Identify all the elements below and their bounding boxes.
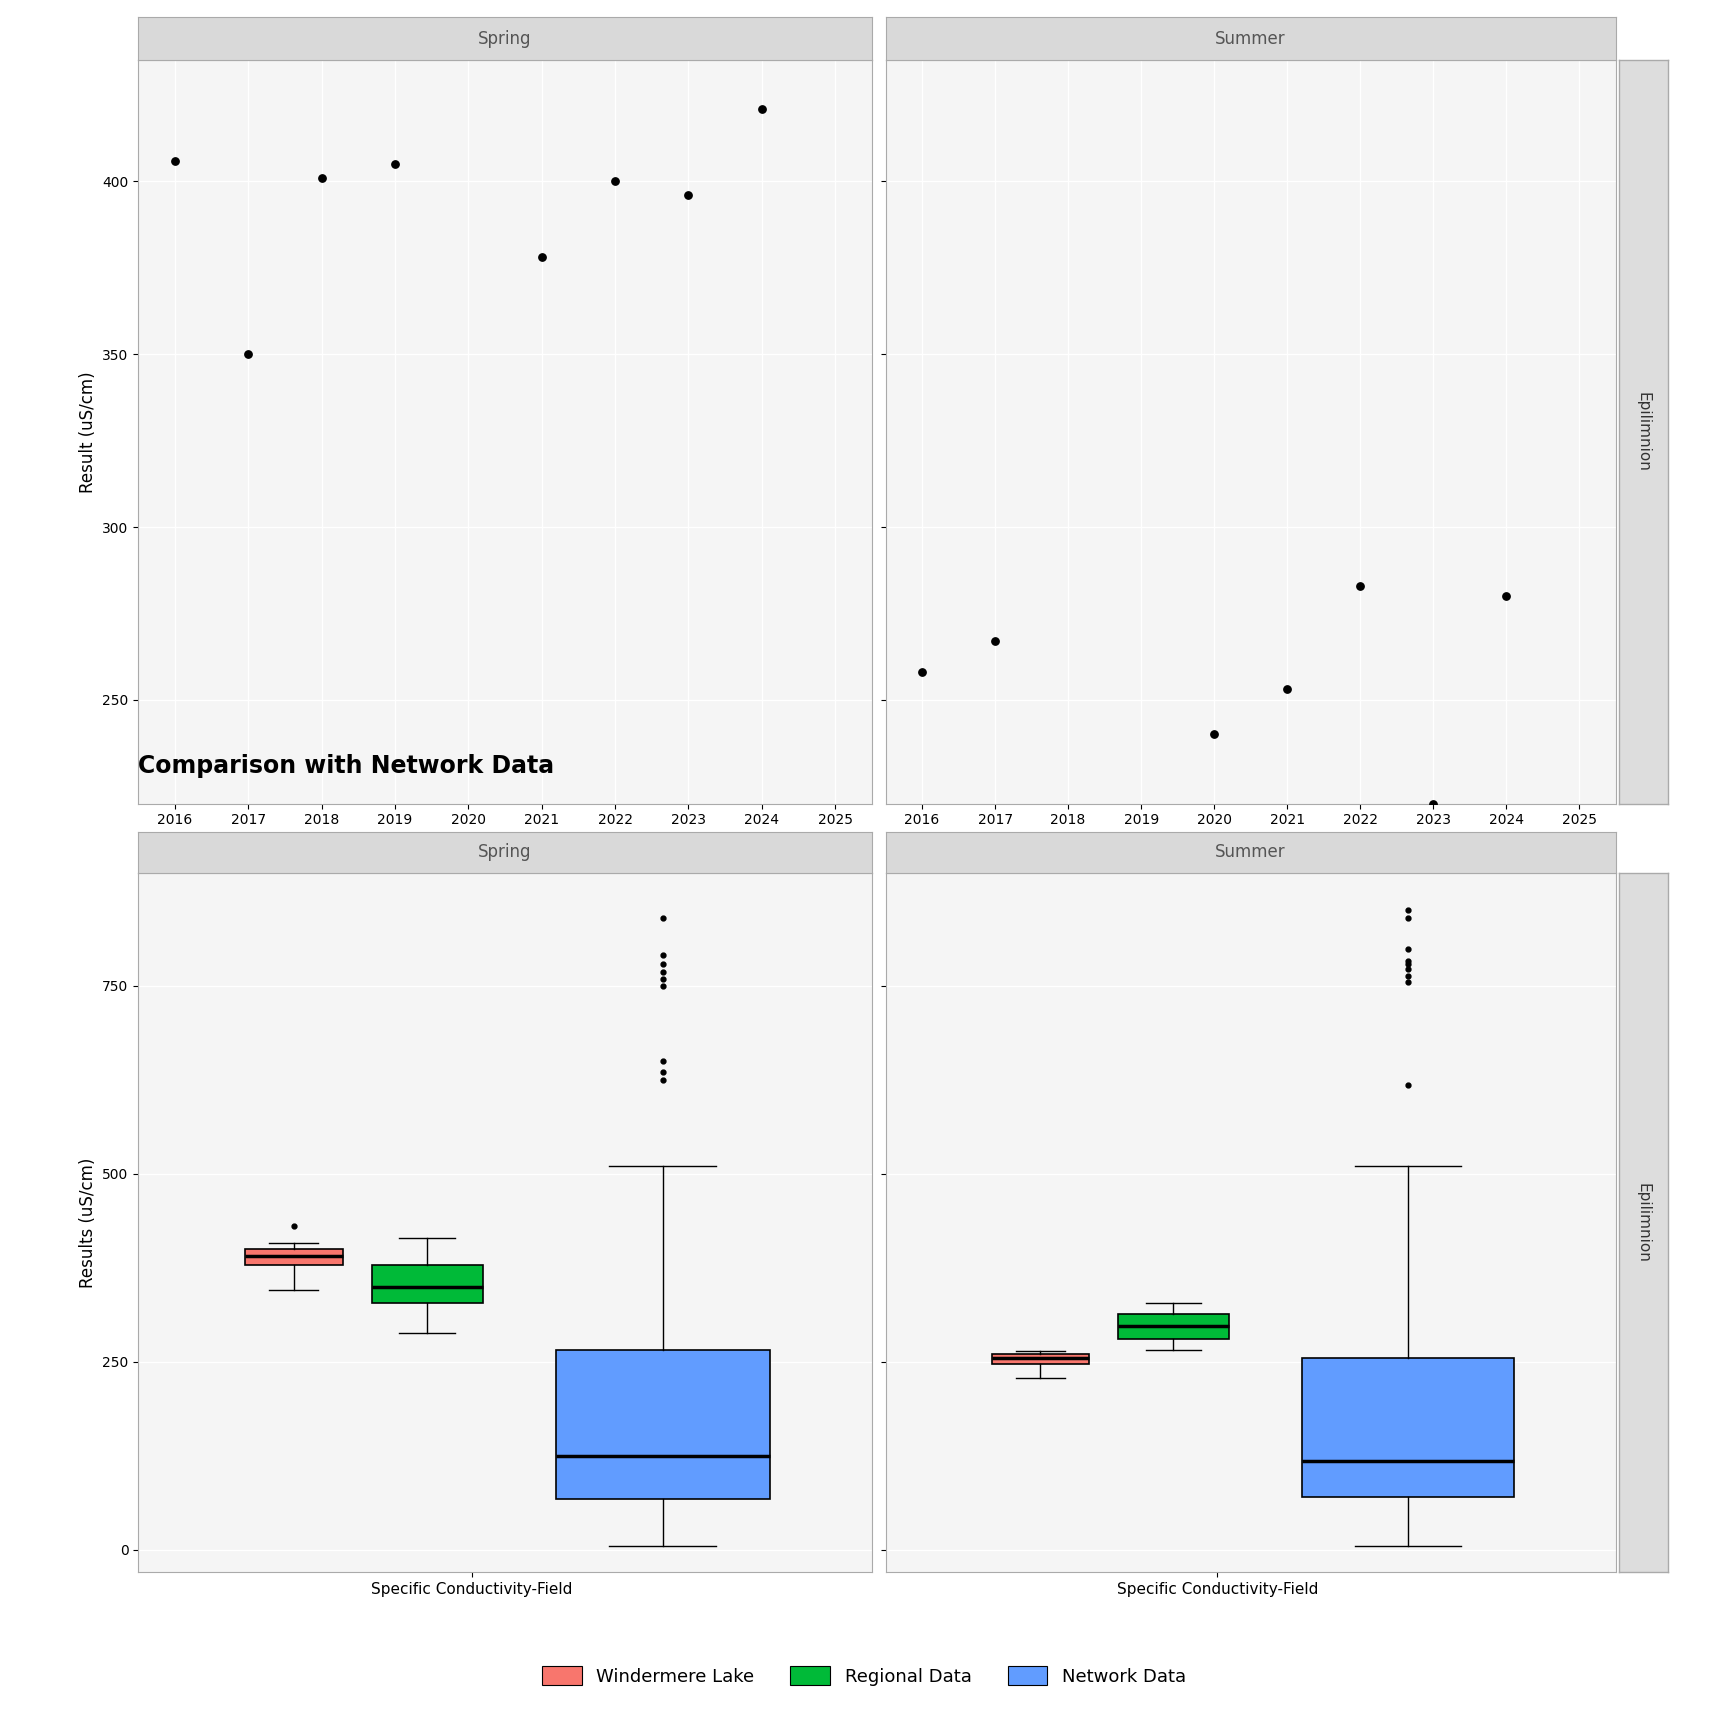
Point: [1493, 582, 1521, 610]
Point: [235, 340, 263, 368]
Point: [308, 164, 335, 192]
Y-axis label: Results (uS/cm): Results (uS/cm): [79, 1158, 97, 1287]
Point: [1419, 790, 1446, 817]
PathPatch shape: [992, 1355, 1089, 1363]
Text: Summer: Summer: [1215, 843, 1286, 861]
Point: [527, 244, 555, 271]
Point: [161, 147, 188, 175]
PathPatch shape: [556, 1351, 769, 1498]
Point: [1274, 676, 1301, 703]
Text: Epilimnion: Epilimnion: [1636, 1182, 1650, 1263]
Text: Summer: Summer: [1215, 29, 1286, 48]
Text: Comparison with Network Data: Comparison with Network Data: [138, 753, 555, 778]
Text: Spring: Spring: [479, 29, 532, 48]
Point: [1346, 572, 1374, 600]
PathPatch shape: [1301, 1358, 1514, 1496]
Point: [1201, 721, 1229, 748]
Point: [982, 627, 1009, 655]
PathPatch shape: [1118, 1315, 1229, 1339]
PathPatch shape: [245, 1249, 342, 1265]
Point: [382, 150, 410, 178]
PathPatch shape: [372, 1265, 482, 1303]
Point: [674, 181, 702, 209]
Text: Epilimnion: Epilimnion: [1636, 392, 1650, 472]
Point: [748, 95, 776, 123]
Text: Spring: Spring: [479, 843, 532, 861]
Y-axis label: Result (uS/cm): Result (uS/cm): [79, 372, 97, 492]
Legend: Windermere Lake, Regional Data, Network Data: Windermere Lake, Regional Data, Network …: [536, 1659, 1192, 1693]
Point: [909, 658, 937, 686]
Point: [601, 168, 629, 195]
